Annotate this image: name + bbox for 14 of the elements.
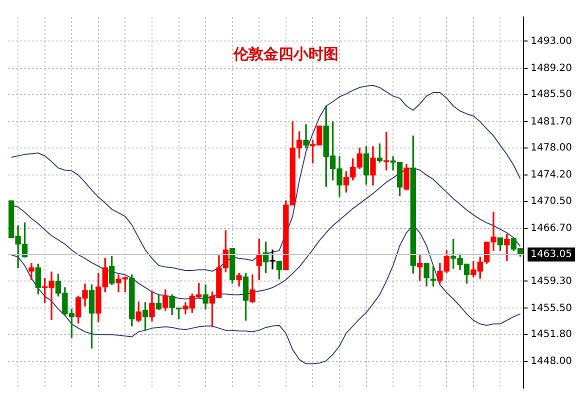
y-tick-label: 1489.20 <box>530 62 572 74</box>
y-tick-label: 1481.70 <box>530 116 572 128</box>
y-tick-label: 1455.50 <box>530 302 572 314</box>
text: 伦敦金四小时图 <box>232 44 338 63</box>
y-tick-label: 1451.80 <box>530 329 572 340</box>
y-tick-label: 1474.20 <box>530 170 572 181</box>
y-tick-label: 1493.00 <box>530 36 572 47</box>
y-tick-label: 1448.00 <box>530 356 572 368</box>
y-tick-label: 1485.50 <box>530 89 572 100</box>
y-tick-label: 1466.70 <box>530 223 572 234</box>
y-tick-label: 1478.00 <box>530 142 572 154</box>
ref-line-label: 1463.05 <box>530 249 572 260</box>
y-tick-label: 1470.50 <box>530 196 572 208</box>
y-tick-label: 1459.30 <box>530 276 572 287</box>
